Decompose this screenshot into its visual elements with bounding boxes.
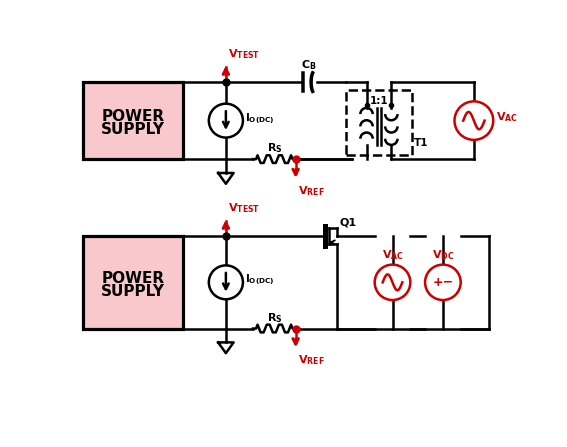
Text: POWER: POWER [101, 109, 164, 124]
Text: $\mathbf{V_{TEST}}$: $\mathbf{V_{TEST}}$ [228, 201, 260, 215]
Text: POWER: POWER [101, 271, 164, 286]
Text: T1: T1 [413, 138, 428, 148]
Text: $\mathbf{I_{O(DC)}}$: $\mathbf{I_{O(DC)}}$ [246, 111, 275, 126]
Text: $\mathbf{V_{AC}}$: $\mathbf{V_{AC}}$ [496, 110, 518, 124]
Circle shape [425, 265, 461, 300]
Text: SUPPLY: SUPPLY [101, 122, 165, 137]
Bar [83, 236, 183, 329]
Text: $\mathbf{V_{TEST}}$: $\mathbf{V_{TEST}}$ [228, 47, 260, 61]
Bar [346, 90, 412, 155]
Text: $\mathbf{V_{REF}}$: $\mathbf{V_{REF}}$ [298, 353, 325, 367]
Text: $\mathbf{V_{REF}}$: $\mathbf{V_{REF}}$ [298, 184, 325, 198]
Text: 1:1: 1:1 [370, 96, 388, 106]
Text: $\mathbf{V_{DC}}$: $\mathbf{V_{DC}}$ [431, 249, 454, 262]
Circle shape [455, 101, 493, 140]
Text: Q1: Q1 [339, 217, 356, 228]
Text: +−: +− [432, 276, 454, 289]
Bar [83, 82, 183, 159]
Text: SUPPLY: SUPPLY [101, 284, 165, 299]
Circle shape [375, 265, 411, 300]
Text: $\mathbf{R_S}$: $\mathbf{R_S}$ [266, 141, 282, 155]
Circle shape [209, 104, 243, 138]
Text: $\mathbf{V_{AC}}$: $\mathbf{V_{AC}}$ [382, 249, 404, 262]
Text: $\mathbf{I_{O(DC)}}$: $\mathbf{I_{O(DC)}}$ [246, 273, 275, 287]
Text: $\mathbf{R_S}$: $\mathbf{R_S}$ [266, 311, 282, 325]
Circle shape [209, 266, 243, 299]
Text: $\mathbf{C_B}$: $\mathbf{C_B}$ [301, 58, 316, 72]
